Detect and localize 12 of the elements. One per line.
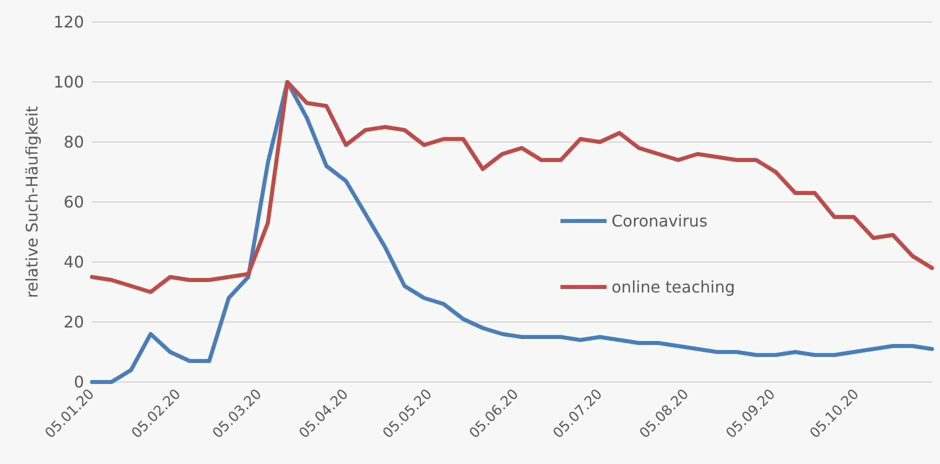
y-tick-label: 0 xyxy=(74,372,84,392)
y-tick-label: 20 xyxy=(64,312,84,332)
legend-label: online teaching xyxy=(612,278,736,296)
legend-label: Coronavirus xyxy=(612,212,708,230)
y-tick-label: 40 xyxy=(64,252,84,272)
y-tick-label: 60 xyxy=(64,192,84,212)
y-tick-label: 100 xyxy=(53,72,84,92)
y-tick-label: 80 xyxy=(64,132,84,152)
y-tick-label: 120 xyxy=(53,12,84,32)
y-axis-title: relative Such-Häufigkeit xyxy=(22,106,42,298)
line-series xyxy=(90,80,934,294)
line-series xyxy=(90,80,934,384)
